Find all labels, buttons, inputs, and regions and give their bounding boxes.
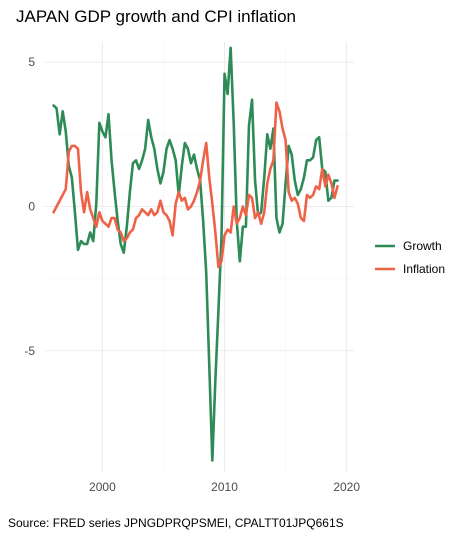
legend: Growth Inflation (375, 239, 445, 276)
y-axis-ticks: -5 0 5 (24, 55, 35, 358)
legend-label-inflation: Inflation (403, 262, 445, 276)
y-tick-label: 0 (28, 199, 35, 213)
legend-label-growth: Growth (403, 239, 442, 253)
y-tick-label: 5 (28, 55, 35, 69)
x-axis-ticks: 2000 2010 2020 (89, 480, 360, 494)
y-tick-label: -5 (24, 344, 35, 358)
x-tick-label: 2020 (333, 480, 360, 494)
x-tick-label: 2010 (211, 480, 238, 494)
chart-title: JAPAN GDP growth and CPI inflation (16, 7, 296, 26)
series-lines (52, 46, 339, 462)
x-tick-label: 2000 (89, 480, 116, 494)
series-line-growth (52, 46, 339, 462)
series-line-inflation (52, 101, 339, 269)
source-caption: Source: FRED series JPNGDPRQPSMEI, CPALT… (8, 516, 344, 530)
